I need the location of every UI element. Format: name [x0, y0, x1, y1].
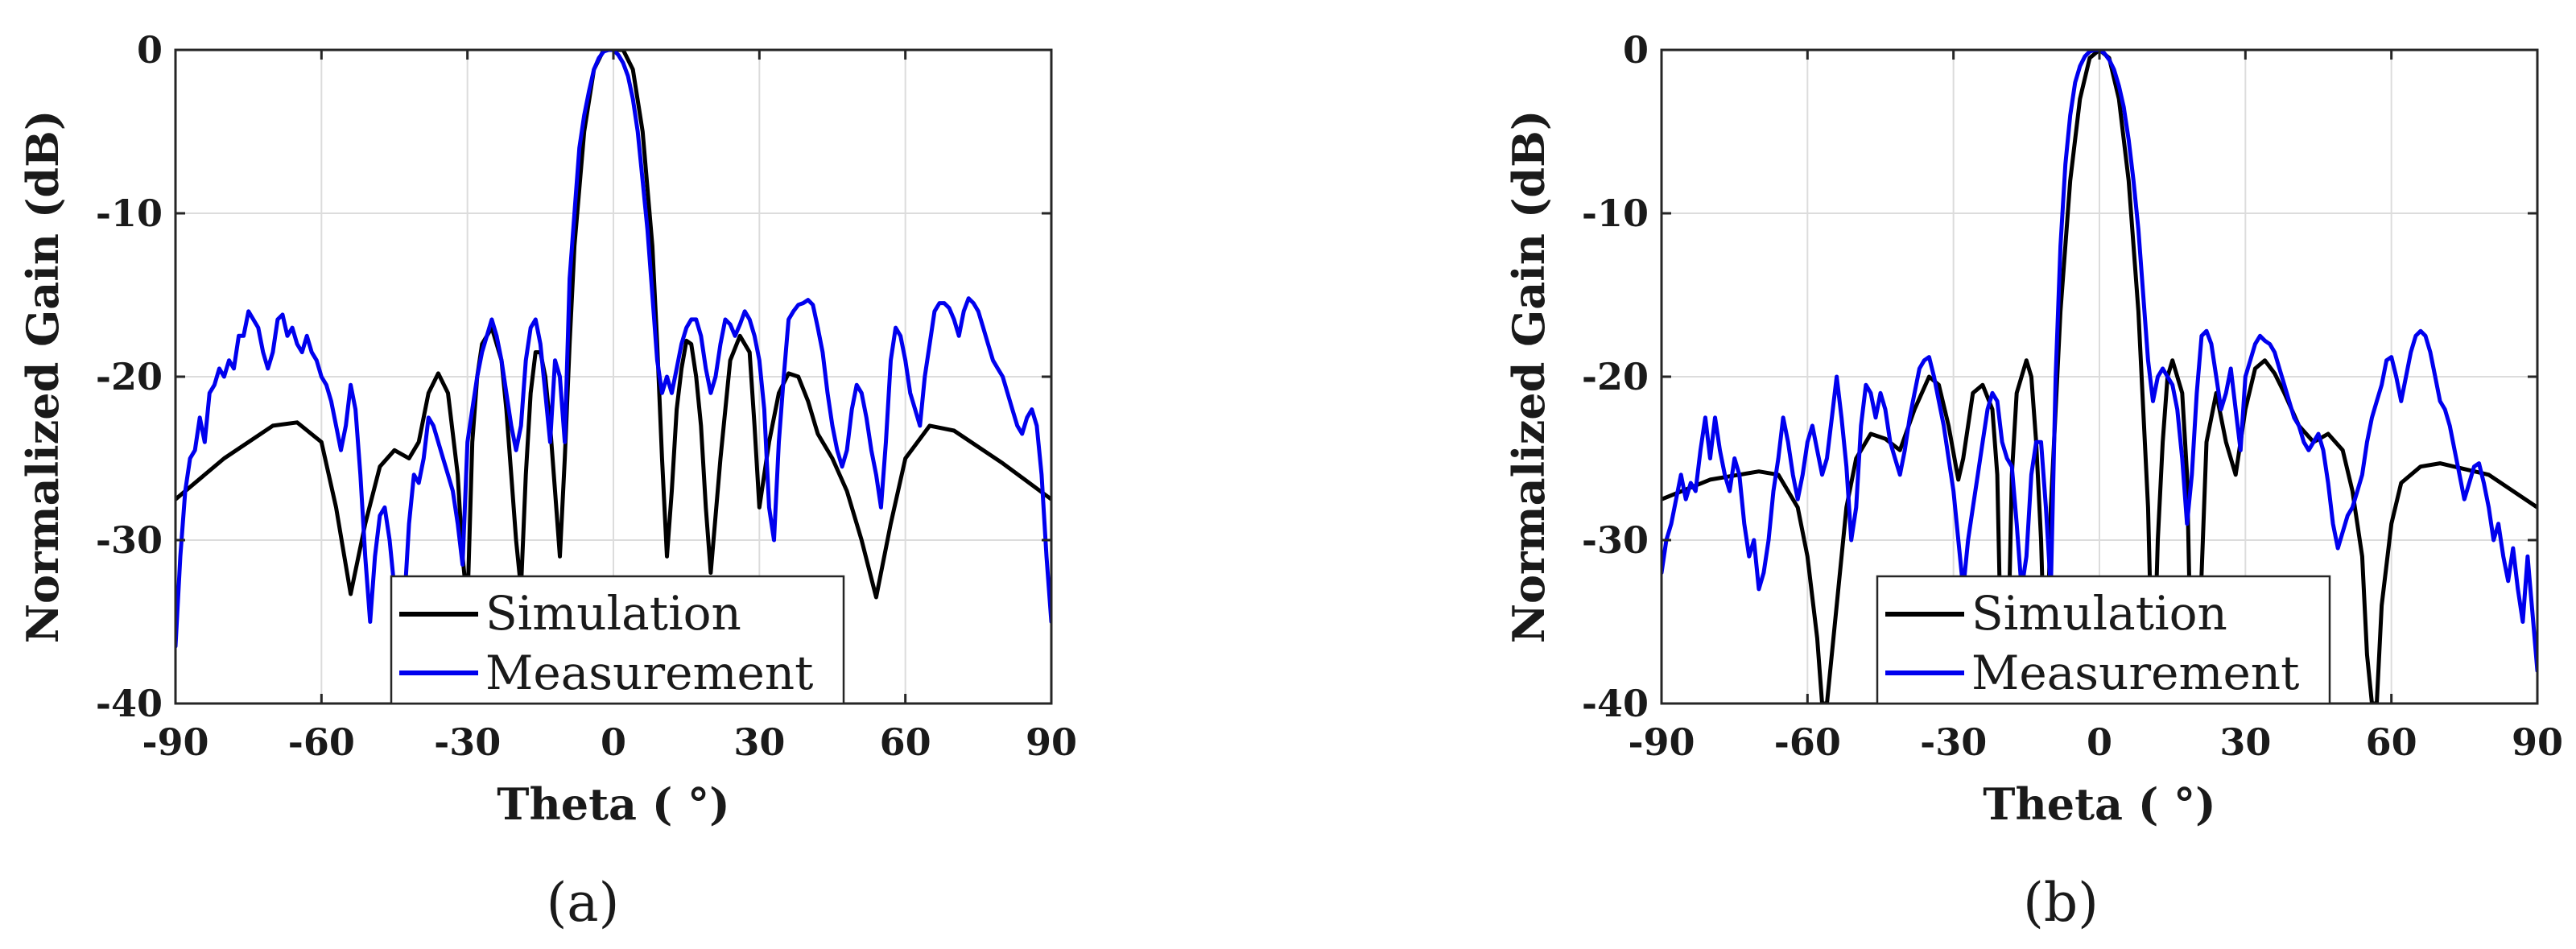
series-line-measurement	[1662, 50, 2537, 673]
x-tick-label: -30	[434, 720, 501, 764]
legend-label-measurement-a: Measurement	[485, 646, 813, 700]
panel-a: -90 -60 -30 0 30 60 90 0 -10 -20 -30 -40 Theta ( °)…	[17, 28, 1077, 934]
y-tick-label: -30	[96, 518, 163, 562]
x-tick-label: 30	[2219, 720, 2271, 764]
tick-labels-b: -90 -60 -30 0 30 60 90 0 -10 -20 -30 -40	[1582, 28, 2563, 764]
y-tick-label: -10	[1582, 192, 1649, 235]
y-axis-label-b: Normalized Gain (dB)	[1503, 110, 1554, 644]
x-axis-label-b: Theta ( °)	[1983, 778, 2215, 830]
axis-ticks-b	[1660, 48, 2539, 705]
series-line-simulation	[1662, 50, 2537, 703]
y-tick-label: -20	[1582, 355, 1649, 398]
x-tick-label: 60	[2366, 720, 2417, 764]
x-tick-label: -30	[1920, 720, 1987, 764]
panel-b: -90 -60 -30 0 30 60 90 0 -10 -20 -30 -40 Theta ( °)…	[1503, 28, 2563, 934]
y-tick-label: 0	[1623, 28, 1649, 72]
legend-b: Simulation Measurement	[1876, 575, 2331, 705]
x-tick-label: -60	[288, 720, 355, 764]
x-tick-label: 90	[1026, 720, 1077, 764]
legend-a: Simulation Measurement	[390, 575, 845, 705]
x-tick-label: -90	[1628, 720, 1695, 764]
y-tick-label: 0	[137, 28, 163, 72]
x-tick-label: 60	[880, 720, 931, 764]
y-tick-label: -30	[1582, 518, 1649, 562]
series-lines-a	[175, 50, 1051, 649]
x-axis-label-a: Theta ( °)	[497, 778, 729, 830]
caption-b: (b)	[2023, 872, 2099, 934]
legend-label-simulation-b: Simulation	[1971, 586, 2227, 641]
x-tick-label: 0	[2087, 720, 2112, 764]
y-tick-label: -40	[96, 682, 163, 725]
caption-a: (a)	[547, 872, 620, 934]
tick-labels-a: -90 -60 -30 0 30 60 90 0 -10 -20 -30 -40	[96, 28, 1077, 764]
y-tick-label: -20	[96, 355, 163, 398]
y-tick-label: -40	[1582, 682, 1649, 725]
legend-label-simulation-a: Simulation	[485, 586, 741, 641]
x-tick-label: -60	[1774, 720, 1841, 764]
series-lines-b	[1662, 50, 2537, 703]
y-axis-label-a: Normalized Gain (dB)	[17, 110, 68, 644]
legend-box-b	[1876, 575, 2331, 705]
legend-box-a	[390, 575, 845, 705]
y-tick-label: -10	[96, 192, 163, 235]
x-tick-label: 0	[601, 720, 626, 764]
x-tick-label: -90	[142, 720, 208, 764]
x-tick-label: 30	[733, 720, 785, 764]
series-line-measurement	[175, 50, 1051, 649]
legend-label-measurement-b: Measurement	[1971, 646, 2299, 700]
x-tick-label: 90	[2512, 720, 2563, 764]
